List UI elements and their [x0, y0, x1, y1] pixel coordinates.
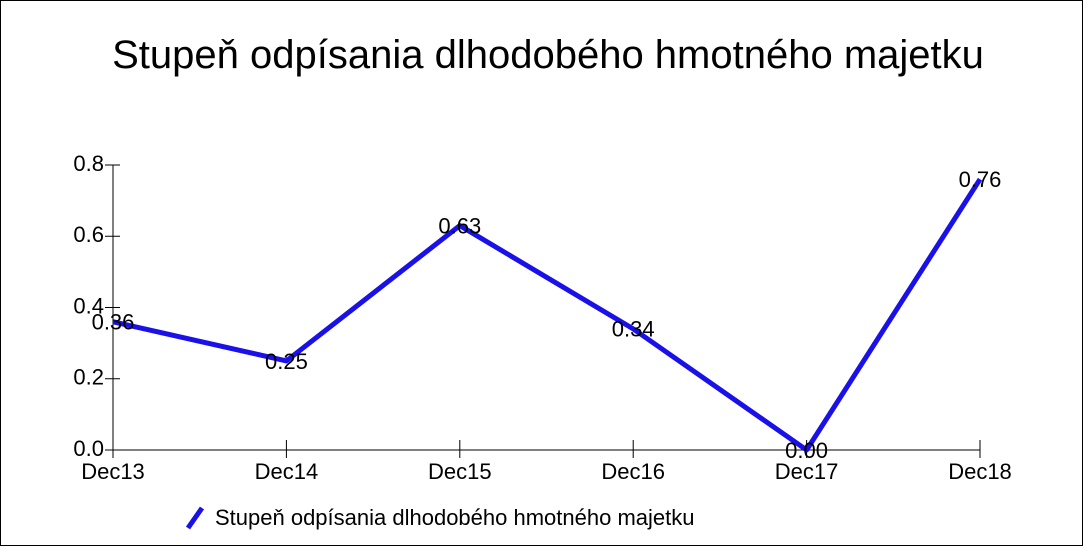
x-tick-label: Dec13 [81, 459, 145, 484]
data-label: 0.36 [92, 310, 135, 335]
x-tick-label: Dec16 [601, 459, 665, 484]
x-tick-label: Dec18 [948, 459, 1012, 484]
chart-title: Stupeň odpísania dlhodobého hmotného maj… [112, 33, 984, 77]
data-label: 0.34 [612, 317, 655, 342]
legend-swatch [185, 506, 205, 530]
series-line [112, 177, 983, 453]
x-tick-label: Dec17 [775, 459, 839, 484]
x-tick-label: Dec15 [428, 459, 492, 484]
data-label: 0.25 [265, 349, 308, 374]
data-label: 0.63 [438, 213, 481, 238]
y-tick-label: 0.2 [73, 365, 104, 390]
y-tick-label: 0.8 [73, 151, 104, 176]
y-tick-label: 0.0 [73, 436, 104, 461]
y-tick-label: 0.4 [73, 293, 104, 318]
data-label: 0.76 [959, 167, 1002, 192]
legend-label: Stupeň odpísania dlhodobého hmotného maj… [215, 505, 694, 530]
data-label: 0.00 [785, 438, 828, 463]
y-tick-label: 0.6 [73, 222, 104, 247]
x-tick-label: Dec14 [255, 459, 319, 484]
